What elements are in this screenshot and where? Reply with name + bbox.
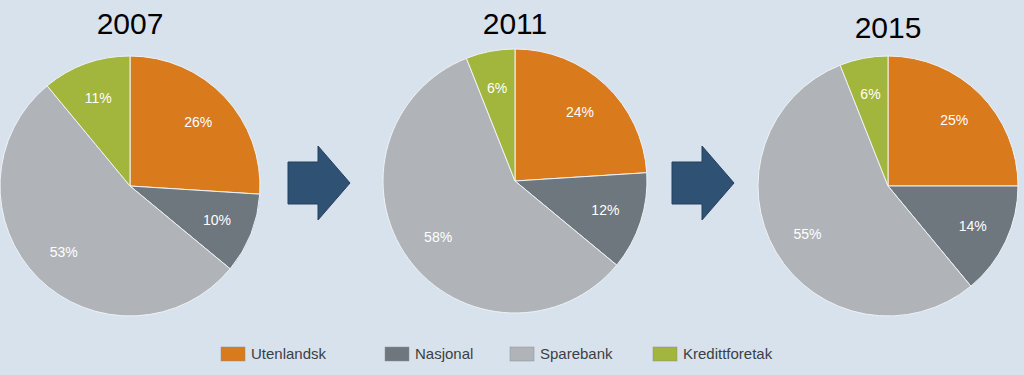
- legend-swatch: [221, 347, 245, 361]
- pie-slice: [466, 49, 515, 181]
- data-label: 11%: [85, 90, 112, 106]
- data-label: 6%: [487, 80, 507, 96]
- pie-slice: [47, 56, 130, 186]
- pie-slice: [515, 49, 647, 181]
- data-label: 58%: [424, 229, 452, 245]
- data-label: 26%: [184, 114, 212, 130]
- legend-label: Kredittforetak: [683, 345, 773, 362]
- arrow: [288, 146, 350, 220]
- arrow: [672, 146, 734, 220]
- data-label: 12%: [591, 202, 619, 218]
- data-label: 25%: [940, 112, 968, 128]
- pie: [0, 56, 260, 316]
- data-label: 55%: [793, 226, 821, 242]
- data-label: 6%: [860, 86, 880, 102]
- pie-title: 2011: [483, 7, 548, 40]
- pie-slice: [840, 56, 888, 186]
- legend-label: Sparebank: [540, 345, 613, 362]
- legend-swatch: [510, 347, 534, 361]
- legend-label: Utenlandsk: [251, 345, 327, 362]
- chart: 26% 10% 53% 11% 2007 24% 12% 58% 6% 2011 25% 14% 55%…: [0, 0, 1024, 375]
- pie-title: 2015: [855, 11, 922, 44]
- legend-label: Nasjonal: [415, 345, 473, 362]
- data-label: 14%: [959, 218, 987, 234]
- background: [0, 0, 1024, 375]
- pie-slice: [130, 56, 260, 194]
- pie-title: 2007: [97, 7, 164, 40]
- legend-swatch: [653, 347, 677, 361]
- pie: [383, 49, 647, 313]
- pie-slice: [888, 56, 1018, 186]
- data-label: 53%: [50, 244, 78, 260]
- data-label: 10%: [203, 212, 231, 228]
- data-label: 24%: [566, 104, 594, 120]
- pie: [758, 56, 1018, 316]
- legend-swatch: [385, 347, 409, 361]
